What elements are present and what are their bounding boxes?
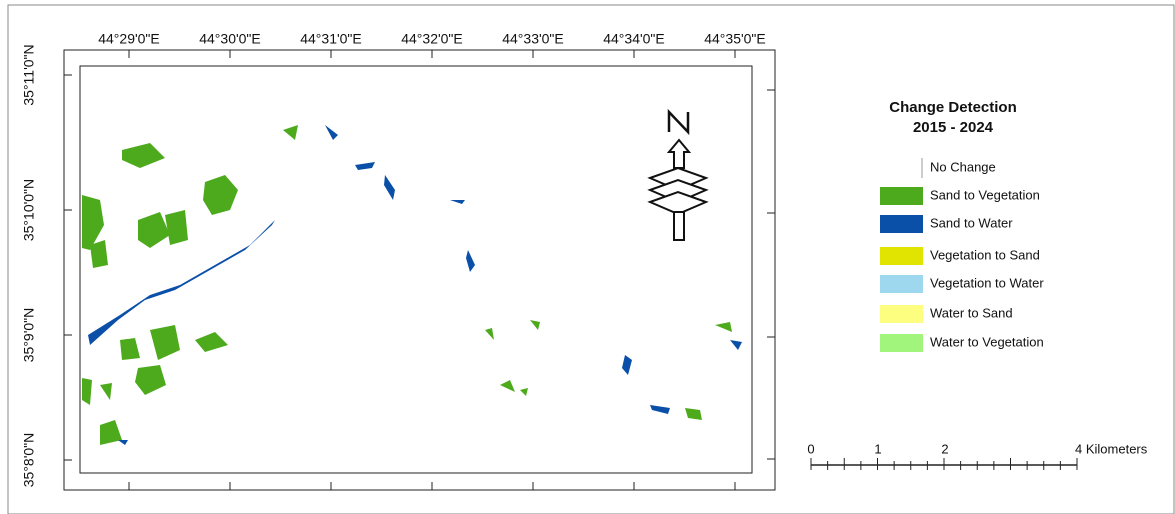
legend-swatch [880, 247, 923, 265]
longitude-label: 44°33'0"E [502, 31, 564, 47]
latitude-label: 35°8'0"N [21, 433, 37, 488]
longitude-label: 44°32'0"E [401, 31, 463, 47]
legend-swatch [880, 275, 923, 293]
legend-label: No Change [930, 159, 996, 174]
latitude-label: 35°11'0"N [21, 44, 37, 105]
latitude-label: 35°10'0"N [21, 179, 37, 241]
scale-label: 1 [874, 441, 881, 456]
legend-label: Sand to Vegetation [930, 187, 1040, 202]
legend-label: Sand to Water [930, 215, 1013, 230]
longitude-label: 44°34'0"E [603, 31, 665, 47]
latitude-label: 35°9'0"N [21, 308, 37, 363]
legend-label: Vegetation to Sand [930, 247, 1040, 262]
scale-label: 2 [941, 441, 948, 456]
legend-title: 2015 - 2024 [913, 119, 994, 136]
map-area [80, 66, 752, 473]
legend-swatch [880, 334, 923, 352]
legend-swatch [880, 215, 923, 233]
legend-label: Vegetation to Water [930, 275, 1044, 290]
longitude-label: 44°35'0"E [704, 31, 766, 47]
legend-swatch [880, 187, 923, 205]
map-figure: 44°29'0"E 44°30'0"E 44°31'0"E 44°32'0"E 44°3… [0, 0, 1175, 514]
longitude-label: 44°30'0"E [199, 31, 261, 47]
legend-label: Water to Vegetation [930, 334, 1044, 349]
scale-label: 0 [807, 441, 814, 456]
scale-label: 4 Kilometers [1075, 441, 1148, 456]
longitude-label: 44°29'0"E [98, 31, 160, 47]
legend-swatch [880, 305, 923, 323]
longitude-label: 44°31'0"E [300, 31, 362, 47]
legend-label: Water to Sand [930, 305, 1013, 320]
change-patch [90, 240, 108, 268]
legend-title: Change Detection [889, 99, 1017, 116]
